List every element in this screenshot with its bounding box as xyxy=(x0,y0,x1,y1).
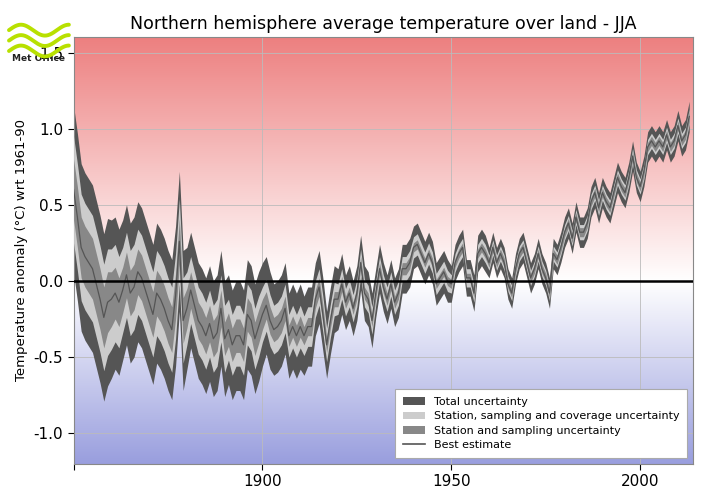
Y-axis label: Temperature anomaly (°C) wrt 1961-90: Temperature anomaly (°C) wrt 1961-90 xyxy=(15,119,28,382)
Text: Met Office: Met Office xyxy=(13,54,65,64)
Title: Northern hemisphere average temperature over land - JJA: Northern hemisphere average temperature … xyxy=(130,15,636,33)
Legend: Total uncertainty, Station, sampling and coverage uncertainty, Station and sampl: Total uncertainty, Station, sampling and… xyxy=(395,389,687,458)
